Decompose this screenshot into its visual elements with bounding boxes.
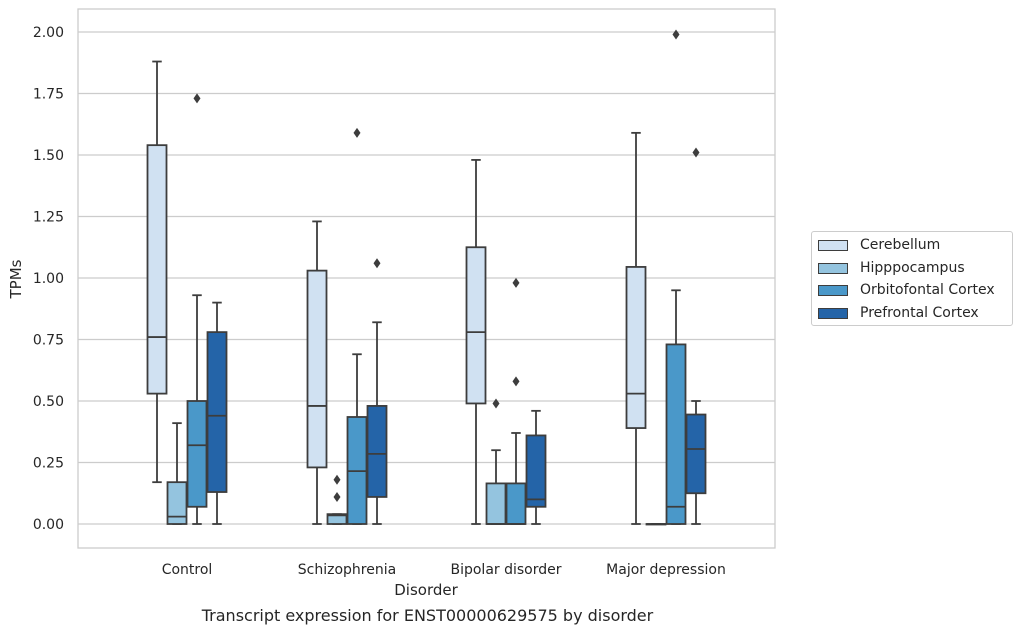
box-body — [166, 481, 188, 525]
outlier-point — [692, 147, 700, 158]
box-cerebellum — [625, 131, 647, 525]
box-cerebellum — [306, 220, 328, 525]
y-tick-label: 0.50 — [33, 394, 64, 410]
box-body — [525, 434, 547, 508]
box-body — [505, 482, 527, 525]
outlier-point — [353, 127, 361, 138]
outlier-point — [512, 376, 520, 387]
legend-label-orbitofontal-cortex: Orbitofontal Cortex — [860, 282, 995, 298]
y-tick-label: 1.25 — [33, 210, 64, 226]
outlier-point — [512, 277, 520, 288]
box-body — [326, 513, 348, 525]
x-tick-label: Bipolar disorder — [450, 562, 561, 578]
legend-item-prefrontal-cortex: Prefrontal Cortex — [818, 304, 979, 322]
legend-swatch-prefrontal-cortex — [818, 307, 848, 319]
x-tick-label: Control — [162, 562, 213, 578]
box-prefrontal-cortex — [206, 301, 228, 525]
legend-swatch-orbitofontal-cortex — [818, 284, 848, 296]
box-body — [485, 482, 507, 525]
box-prefrontal-cortex — [366, 258, 388, 525]
box-prefrontal-cortex — [685, 147, 707, 525]
box-orbitofontal-cortex — [186, 93, 208, 525]
y-tick-labels: 0.00 0.25 0.50 0.75 1.00 1.25 1.50 1.75 2.00 — [33, 25, 64, 533]
legend-item-hipppocampus: Hipppocampus — [818, 259, 965, 277]
box-body — [306, 269, 328, 469]
box-body — [465, 246, 487, 405]
y-tick-label: 0.00 — [33, 517, 64, 533]
box-body — [186, 400, 208, 508]
y-tick-label: 0.25 — [33, 456, 64, 472]
legend-label-cerebellum: Cerebellum — [860, 237, 941, 253]
box-hipppocampus — [485, 398, 507, 525]
box-cerebellum — [146, 60, 168, 484]
outlier-point — [373, 258, 381, 269]
outlier-point — [492, 398, 500, 409]
box-body — [625, 266, 647, 429]
y-tick-label: 1.00 — [33, 271, 64, 287]
box-hipppocampus — [326, 474, 348, 525]
box-hipppocampus — [645, 523, 667, 526]
plot-area-frame — [77, 8, 776, 549]
box-orbitofontal-cortex — [346, 127, 368, 525]
x-tick-label: Major depression — [606, 562, 726, 578]
legend: Cerebellum Hipppocampus Orbitofontal Cor… — [811, 231, 1013, 326]
outlier-point — [672, 29, 680, 40]
box-body — [146, 144, 168, 395]
outlier-point — [193, 93, 201, 104]
chart-caption: Transcript expression for ENST0000062957… — [201, 606, 654, 625]
x-axis-label: Disorder — [394, 581, 458, 599]
y-tick-label: 2.00 — [33, 25, 64, 41]
box-body — [206, 331, 228, 493]
legend-swatch-cerebellum — [818, 239, 848, 251]
outlier-point — [333, 474, 341, 485]
legend-label-hipppocampus: Hipppocampus — [860, 260, 965, 276]
y-tick-label: 0.75 — [33, 333, 64, 349]
box-prefrontal-cortex — [525, 409, 547, 525]
legend-item-cerebellum: Cerebellum — [818, 236, 940, 254]
y-axis-label: TPMs — [7, 259, 25, 299]
box-hipppocampus — [166, 422, 188, 525]
outlier-point — [333, 491, 341, 502]
box-body — [685, 413, 707, 495]
y-tick-label: 1.50 — [33, 148, 64, 164]
legend-swatch-hipppocampus — [818, 262, 848, 274]
box-body — [366, 405, 388, 498]
box-body — [665, 343, 687, 525]
boxes — [146, 29, 707, 526]
x-tick-label: Schizophrenia — [298, 562, 396, 578]
box-orbitofontal-cortex — [505, 277, 527, 525]
box-orbitofontal-cortex — [665, 29, 687, 525]
legend-item-orbitofontal-cortex: Orbitofontal Cortex — [818, 281, 995, 299]
box-cerebellum — [465, 159, 487, 525]
legend-label-prefrontal-cortex: Prefrontal Cortex — [860, 305, 979, 321]
y-tick-label: 1.75 — [33, 87, 64, 103]
x-tick-labels: Control Schizophrenia Bipolar disorder Majo… — [162, 562, 726, 578]
